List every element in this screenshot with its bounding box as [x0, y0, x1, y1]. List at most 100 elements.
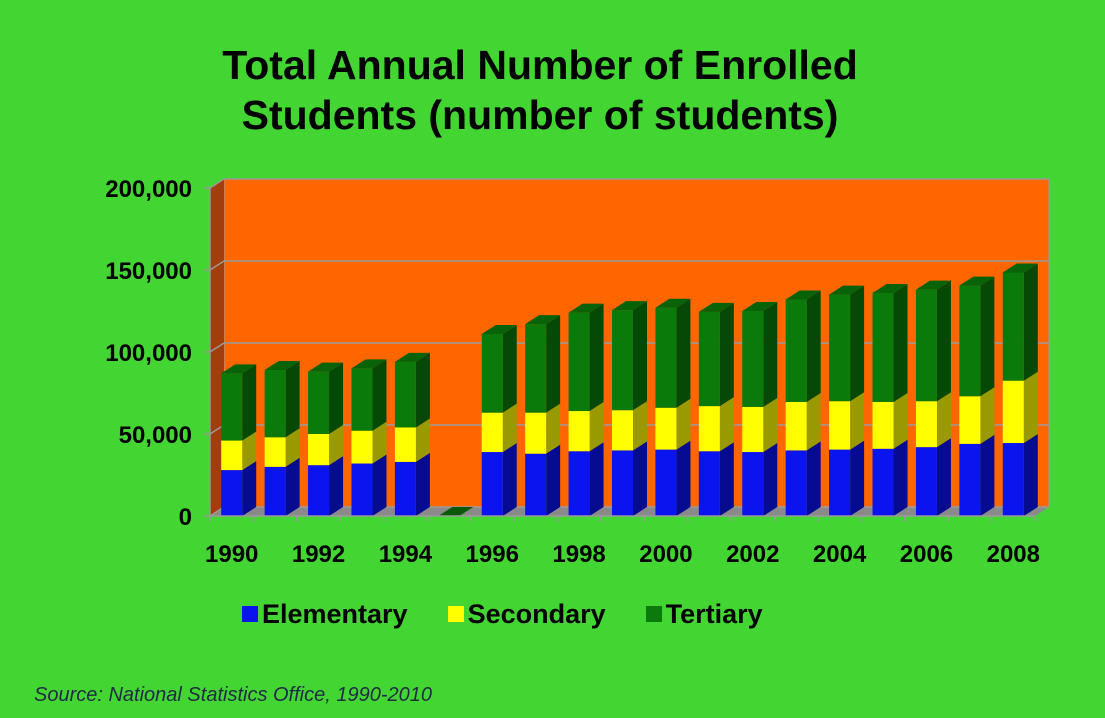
- bar-side-tertiary-1991: [285, 361, 300, 438]
- bar-secondary-2001: [698, 406, 720, 452]
- bar-side-elementary-1998: [589, 442, 604, 516]
- y-tick-label: 150,000: [105, 258, 192, 285]
- bar-top-2004: [829, 285, 865, 295]
- bar-side-tertiary-2000: [676, 298, 691, 408]
- bar-top-2001: [698, 302, 734, 312]
- bar-tertiary-1994: [394, 361, 416, 428]
- bar-side-elementary-2007: [980, 434, 995, 516]
- legend-swatch-tertiary: [645, 606, 662, 622]
- x-tick-label: 2002: [726, 541, 779, 568]
- bar-side-elementary-2004: [850, 440, 865, 516]
- bar-top-2000: [655, 298, 691, 308]
- bar-side-tertiary-2005: [893, 283, 908, 403]
- bar-elementary-1994: [394, 461, 416, 516]
- bar-side-secondary-2001: [719, 397, 734, 452]
- bar-secondary-2008: [1002, 380, 1024, 444]
- legend-item-elementary: Elementary: [242, 599, 408, 630]
- bar-tertiary-2008: [1002, 272, 1024, 381]
- gridline-side: [209, 178, 225, 189]
- bar-top-2002: [742, 302, 778, 311]
- bar-side-secondary-2005: [893, 393, 908, 449]
- bar-side-tertiary-2007: [980, 276, 995, 397]
- bar-secondary-2002: [742, 406, 764, 453]
- bar-top-1997: [525, 315, 561, 325]
- bar-empty-1995: [438, 507, 474, 516]
- bar-side-secondary-1992: [329, 425, 344, 466]
- x-tick-label: 1990: [205, 541, 258, 568]
- bar-side-elementary-1992: [329, 456, 344, 516]
- bar-side-secondary-2002: [763, 397, 778, 453]
- bar-elementary-1992: [308, 465, 330, 516]
- bar-secondary-2003: [785, 402, 807, 451]
- bar-side-elementary-1991: [285, 457, 300, 516]
- bar-top-2003: [785, 290, 821, 300]
- bar-tertiary-2000: [655, 307, 677, 408]
- bar-secondary-1992: [308, 434, 330, 466]
- bar-side-secondary-1998: [589, 402, 604, 452]
- bar-side-elementary-1994: [415, 452, 430, 516]
- bar-side-tertiary-2003: [806, 290, 821, 403]
- bar-side-tertiary-2001: [719, 302, 734, 407]
- bar-side-elementary-1997: [546, 444, 561, 516]
- bar-secondary-1994: [394, 427, 416, 462]
- bar-elementary-1996: [481, 452, 503, 516]
- bar-side-tertiary-1994: [415, 352, 430, 428]
- bar-elementary-2005: [872, 448, 894, 516]
- bar-elementary-2001: [698, 451, 720, 516]
- bar-secondary-2000: [655, 407, 677, 450]
- bar-top-1993: [351, 359, 387, 369]
- bar-elementary-1999: [612, 450, 633, 516]
- bar-elementary-1997: [525, 453, 547, 516]
- bar-tertiary-1999: [612, 310, 633, 411]
- bar-elementary-2006: [915, 447, 937, 516]
- legend-label-elementary: Elementary: [262, 598, 408, 629]
- bar-tertiary-1990: [221, 373, 243, 441]
- bar-elementary-2000: [655, 449, 677, 516]
- bar-side-tertiary-1993: [372, 359, 387, 431]
- bar-tertiary-2002: [742, 311, 764, 407]
- bar-side-tertiary-2002: [763, 302, 778, 407]
- bar-elementary-2004: [829, 449, 851, 516]
- bar-side-elementary-1993: [372, 454, 387, 516]
- bar-side-secondary-1993: [372, 421, 387, 464]
- bar-side-elementary-1999: [633, 441, 647, 516]
- bar-side-elementary-2006: [936, 438, 951, 516]
- x-tick-label: 1996: [466, 541, 519, 568]
- x-tick-label: 2004: [813, 541, 867, 568]
- bar-side-elementary-2005: [893, 439, 908, 516]
- legend-label-secondary: Secondary: [467, 598, 606, 629]
- bar-secondary-1990: [221, 440, 243, 471]
- bar-side-secondary-1994: [415, 418, 430, 462]
- bar-elementary-1993: [351, 463, 373, 516]
- legend-swatch-secondary: [447, 606, 464, 622]
- bar-side-elementary-2003: [806, 441, 821, 516]
- bar-side-secondary-1991: [285, 428, 300, 467]
- bar-side-secondary-2003: [806, 393, 821, 451]
- bar-side-secondary-2004: [850, 392, 865, 450]
- bar-side-secondary-1997: [546, 403, 561, 454]
- x-tick-label: 1998: [552, 541, 605, 568]
- bar-secondary-2006: [915, 401, 937, 448]
- bar-side-tertiary-1997: [546, 315, 561, 413]
- bar-top-2006: [915, 280, 951, 290]
- bar-side-tertiary-2004: [850, 285, 865, 402]
- bar-elementary-1990: [221, 470, 243, 516]
- chart-title: Total Annual Number of Enrolled Students…: [100, 40, 980, 140]
- bar-secondary-1991: [264, 437, 286, 467]
- bar-side-tertiary-2006: [936, 280, 951, 402]
- bar-top-1998: [568, 303, 604, 313]
- bar-side-secondary-2008: [1023, 371, 1038, 444]
- bar-top-1996: [481, 324, 517, 334]
- x-tick-label: 2008: [987, 541, 1040, 568]
- bar-tertiary-1992: [308, 371, 330, 434]
- bar-side-secondary-2006: [936, 392, 951, 448]
- bar-secondary-1997: [525, 412, 547, 454]
- bar-side-elementary-2000: [676, 440, 691, 516]
- bar-top-1992: [308, 362, 344, 372]
- bar-top-1999: [612, 301, 647, 311]
- bar-tertiary-2006: [915, 289, 937, 402]
- bar-side-elementary-1990: [242, 461, 257, 516]
- bar-tertiary-1996: [481, 333, 503, 413]
